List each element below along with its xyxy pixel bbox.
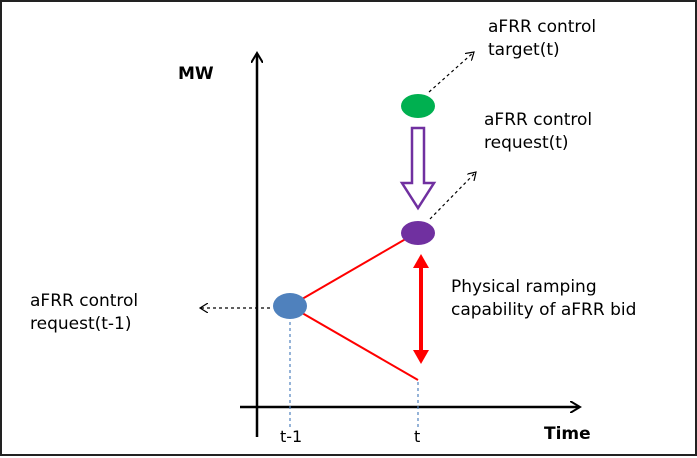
request-label-line1: aFRR control bbox=[484, 110, 593, 130]
prev-request-label-line2: request(t-1) bbox=[30, 314, 132, 334]
ramping-label-line2: capability of aFRR bid bbox=[451, 300, 637, 320]
ramping-capability-arrow bbox=[413, 254, 429, 364]
target-label-line1: aFRR control bbox=[488, 17, 597, 37]
target-point bbox=[401, 94, 435, 118]
hollow-down-arrow bbox=[399, 126, 437, 211]
prev-request-label-line1: aFRR control bbox=[30, 291, 139, 311]
ramping-label-line1: Physical ramping bbox=[451, 277, 597, 297]
ramping-label: Physical ramping capability of aFRR bid bbox=[451, 276, 636, 322]
prev-request-point bbox=[273, 293, 307, 319]
target-label-line2: target(t) bbox=[488, 40, 560, 60]
request-pointer-arrow bbox=[429, 172, 476, 220]
target-label: aFRR control target(t) bbox=[488, 16, 596, 62]
target-pointer-arrow bbox=[428, 52, 474, 93]
ramp-up-line bbox=[289, 232, 417, 307]
ramp-down-line bbox=[289, 305, 419, 381]
tick-label-t-minus-1: t-1 bbox=[280, 427, 303, 446]
tick-label-t: t bbox=[414, 427, 421, 446]
request-point bbox=[401, 221, 435, 245]
request-label-line2: request(t) bbox=[484, 133, 569, 153]
request-label: aFRR control request(t) bbox=[484, 109, 592, 155]
y-axis-label: MW bbox=[178, 64, 214, 84]
prev-request-label: aFRR control request(t-1) bbox=[30, 290, 138, 336]
x-axis-label: Time bbox=[544, 424, 591, 444]
